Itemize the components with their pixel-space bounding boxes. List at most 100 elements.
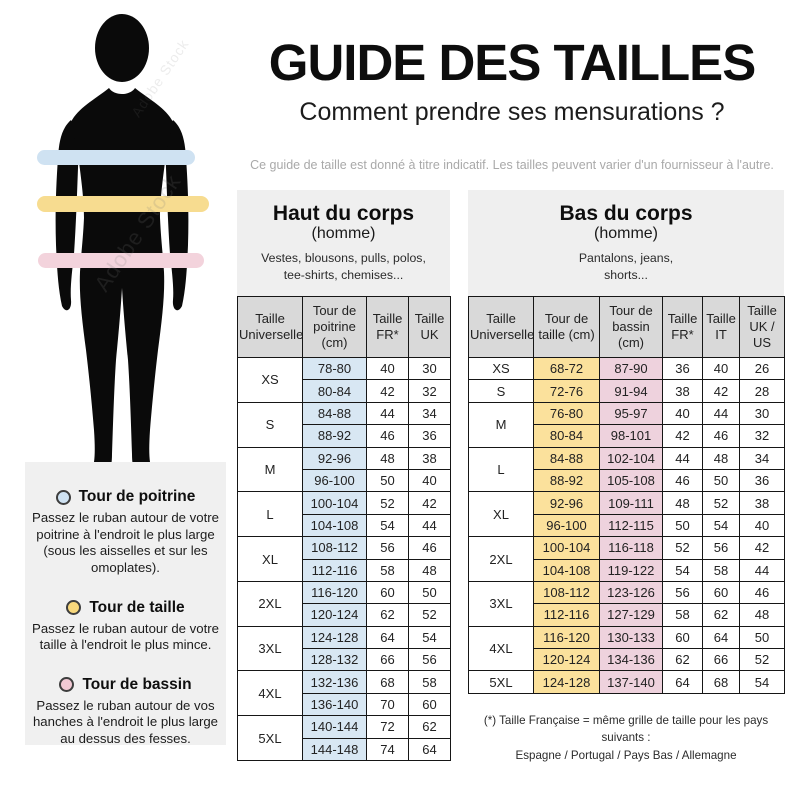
value-cell: 120-124	[533, 648, 600, 672]
value-cell: 74	[366, 737, 409, 762]
value-cell: 50	[662, 513, 703, 538]
value-cell: 42	[739, 536, 785, 560]
table-row: XS 68-72 87-90 36 40 26	[468, 356, 785, 381]
value-cell: 109-111	[599, 491, 663, 515]
value-cell: 98-101	[599, 424, 663, 448]
value-cell: 46	[662, 468, 703, 493]
size-cell: M	[237, 446, 303, 493]
value-cell: 40	[702, 356, 740, 381]
value-cell: 46	[739, 580, 785, 605]
size-cell: S	[468, 379, 534, 403]
value-cell: 42	[408, 491, 451, 515]
value-cell: 120-124	[302, 603, 367, 627]
value-cell: 64	[366, 625, 409, 650]
value-cell: 112-116	[533, 603, 600, 627]
size-cell: L	[237, 491, 303, 538]
column-header: Taille UK / US	[739, 296, 785, 358]
chest-band	[37, 150, 195, 165]
table-row: 2XL 116-120 60 50	[237, 580, 451, 627]
table-row: 88-92 105-108 46 50 36	[469, 468, 785, 493]
value-cell: 46	[408, 536, 451, 560]
table-row: 2XL 100-104 116-118 52 56 42	[468, 536, 785, 582]
value-cell: 52	[702, 491, 740, 515]
legend-title: Tour de bassin	[82, 675, 192, 693]
value-cell: 34	[408, 401, 451, 426]
value-cell: 116-120	[533, 625, 600, 650]
value-cell: 56	[662, 580, 703, 605]
value-cell: 140-144	[302, 715, 367, 739]
value-cell: 52	[366, 491, 409, 515]
value-cell: 84-88	[302, 401, 367, 426]
section-subtitle: (homme)	[593, 225, 658, 243]
value-cell: 54	[366, 513, 409, 538]
value-cell: 40	[739, 513, 785, 538]
value-cell: 44	[366, 401, 409, 426]
legend-item-taille: Tour de taille Passez le ruban autour de…	[31, 599, 220, 654]
size-cell: XS	[237, 357, 303, 403]
value-cell: 52	[739, 648, 785, 672]
table-row: 96-100 112-115 50 54 40	[469, 513, 785, 538]
legend-text: Passez le ruban autour de votre poitrine…	[32, 510, 219, 575]
value-cell: 92-96	[533, 491, 600, 515]
table-row: XL 108-112 56 46	[237, 536, 451, 582]
waist-color-dot-icon	[66, 600, 82, 615]
column-header: Taille IT	[702, 296, 740, 358]
table-row: 5XL 140-144 72 62	[237, 715, 451, 762]
value-cell: 96-100	[533, 513, 600, 538]
table-row: 144-148 74 64	[238, 737, 451, 762]
value-cell: 66	[702, 648, 740, 672]
section-title: Bas du corps	[559, 202, 693, 225]
value-cell: 96-100	[302, 468, 367, 493]
value-cell: 42	[702, 379, 740, 403]
value-cell: 124-128	[533, 670, 600, 694]
value-cell: 88-92	[533, 468, 600, 493]
value-cell: 54	[702, 513, 740, 538]
size-cell: 3XL	[468, 580, 534, 627]
value-cell: 58	[366, 558, 409, 582]
size-cell: L	[468, 446, 534, 493]
body-silhouette-figure: Adobe Stock Adobe Stock	[20, 10, 225, 480]
table-row: 96-100 50 40	[238, 468, 451, 493]
section-subtitle: (homme)	[311, 225, 376, 243]
value-cell: 50	[739, 625, 785, 650]
table-row: XL 92-96 109-111 48 52 38	[468, 491, 785, 538]
value-cell: 132-136	[302, 670, 367, 694]
section-title: Haut du corps	[272, 202, 415, 225]
value-cell: 34	[739, 446, 785, 470]
value-cell: 112-116	[302, 558, 367, 582]
value-cell: 100-104	[533, 536, 600, 560]
table-row: 4XL 132-136 68 58	[237, 670, 451, 717]
value-cell: 108-112	[302, 536, 367, 560]
value-cell: 64	[408, 737, 451, 762]
legend-title: Tour de taille	[89, 598, 185, 616]
value-cell: 44	[662, 446, 703, 470]
column-header: Taille FR*	[662, 296, 703, 358]
value-cell: 62	[662, 648, 703, 672]
column-header: Tour de poitrine (cm)	[302, 296, 367, 358]
legend-text: Passez le ruban autour de vos hanches à …	[32, 697, 219, 746]
value-cell: 128-132	[302, 648, 367, 672]
value-cell: 137-140	[599, 670, 663, 694]
value-cell: 104-108	[533, 558, 600, 582]
value-cell: 116-118	[599, 536, 663, 560]
value-cell: 70	[366, 692, 409, 717]
upper-body-size-table: Taille Universelle Tour de poitrine (cm) T…	[237, 296, 451, 762]
value-cell: 32	[739, 424, 785, 448]
value-cell: 64	[662, 670, 703, 694]
table-row: 128-132 66 56	[238, 648, 451, 672]
value-cell: 50	[366, 468, 409, 493]
value-cell: 58	[662, 603, 703, 627]
size-cell: XS	[468, 356, 534, 381]
size-cell: S	[237, 401, 303, 448]
value-cell: 76-80	[533, 401, 600, 426]
value-cell: 42	[366, 379, 409, 403]
value-cell: 72-76	[533, 379, 600, 403]
value-cell: 48	[366, 446, 409, 470]
value-cell: 38	[408, 446, 451, 470]
value-cell: 112-115	[599, 513, 663, 538]
value-cell: 54	[408, 625, 451, 650]
value-cell: 78-80	[302, 356, 367, 381]
table-row: 120-124 62 52	[238, 603, 451, 627]
value-cell: 54	[662, 558, 703, 582]
